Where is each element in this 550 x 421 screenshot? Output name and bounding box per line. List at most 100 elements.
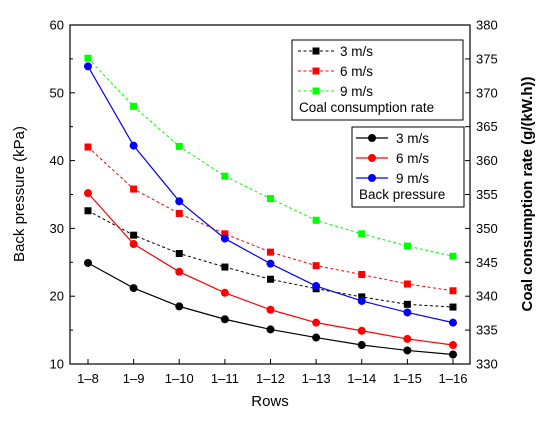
bp-legend-marker (368, 174, 376, 182)
back-pressure-legend: 3 m/s 6 m/s 9 m/s Back pressure (351, 126, 465, 208)
bp-point (449, 341, 457, 350)
left-tick-label: 30 (50, 221, 64, 236)
coal-point (312, 262, 320, 270)
coal-consumption-legend: 3 m/s 6 m/s 9 m/s Coal consumption rate (291, 39, 464, 121)
right-tick-label: 330 (476, 357, 498, 372)
coal-legend-entries: 3 m/s 6 m/s 9 m/s (298, 44, 373, 99)
coal-legend-marker (312, 87, 320, 95)
coal-legend-marker (312, 67, 320, 75)
bp-point (129, 284, 138, 293)
coal-point (130, 185, 138, 193)
coal-point (221, 263, 229, 271)
coal-point (267, 195, 274, 203)
bp-legend-title: Back pressure (359, 187, 445, 202)
bp-point (357, 296, 366, 305)
bp-point (84, 62, 92, 71)
right-tick-label: 340 (476, 289, 498, 304)
right-tick-label: 375 (476, 51, 498, 66)
coal-legend-label: 9 m/s (340, 84, 373, 99)
coal-point (358, 271, 366, 279)
x-axis-title: Rows (251, 393, 289, 410)
bp-point (403, 334, 412, 343)
coal-point (267, 275, 274, 283)
coal-point (358, 293, 366, 301)
coal-line-1 (87, 146, 454, 292)
coal-point (130, 231, 138, 239)
right-tick-label: 360 (476, 153, 498, 168)
bp-legend-label: 6 m/s (396, 151, 429, 166)
coal-point (403, 242, 411, 250)
right-tick-label: 355 (476, 187, 498, 202)
right-tick-label: 370 (476, 85, 498, 100)
coal-point (449, 252, 457, 260)
coal-point (403, 280, 411, 288)
coal-legend-label: 3 m/s (340, 44, 373, 59)
bp-point (84, 189, 92, 198)
x-tick-label: 1–11 (211, 371, 239, 386)
coal-legend-marker (312, 47, 320, 55)
x-tick-label: 1–16 (439, 371, 468, 386)
bp-point (357, 326, 366, 335)
bp-point (175, 197, 184, 206)
coal-legend-box (291, 39, 464, 121)
bp-point (220, 315, 229, 324)
bp-point (403, 308, 412, 317)
x-tick-label: 1–14 (347, 371, 376, 386)
back-pressure-series (84, 62, 457, 359)
bp-legend-label: 3 m/s (396, 131, 429, 146)
left-tick-label: 50 (50, 85, 64, 100)
bp-point (403, 346, 412, 355)
coal-point (449, 287, 457, 295)
x-tick-label: 1–8 (77, 371, 99, 386)
x-axis-tick-labels: 1–8 1–9 1–10 1–11 1–12 1–13 1–14 1–15 1–16 (77, 371, 467, 386)
left-tick-label: 40 (50, 153, 64, 168)
bp-point (449, 350, 457, 359)
bp-point (175, 302, 184, 311)
x-tick-label: 1–15 (393, 371, 422, 386)
bp-legend-label: 9 m/s (396, 171, 429, 186)
right-tick-label: 380 (476, 18, 498, 33)
x-tick-label: 1–9 (123, 371, 145, 386)
bp-point (129, 141, 138, 150)
coal-point (449, 303, 457, 311)
right-axis-tick-labels: 330 335 340 345 350 355 360 365 370 375 380 (476, 18, 498, 372)
right-axis-title: Coal consumption rate (g/(kW.h)) (519, 76, 536, 311)
bp-point (312, 282, 321, 291)
left-tick-label: 10 (50, 357, 64, 372)
bp-legend-marker (368, 154, 376, 162)
bp-point (357, 341, 366, 350)
coal-consumption-series (84, 54, 457, 311)
x-tick-label: 1–13 (302, 371, 331, 386)
coal-point (130, 102, 138, 110)
coal-point (84, 54, 92, 62)
coal-point (221, 230, 229, 238)
x-tick-label: 1–10 (165, 371, 194, 386)
bp-point (449, 318, 457, 327)
bp-line-1 (87, 192, 454, 346)
coal-point (403, 300, 411, 308)
coal-point (221, 172, 229, 180)
coal-point (312, 216, 320, 224)
coal-point (358, 230, 366, 238)
x-tick-label: 1–12 (256, 371, 285, 386)
right-tick-label: 345 (476, 255, 498, 270)
bp-point (312, 333, 321, 342)
left-tick-label: 60 (50, 18, 64, 33)
bp-point (312, 318, 321, 327)
coal-point (84, 143, 92, 151)
bp-point (84, 258, 92, 267)
coal-legend-title: Coal consumption rate (299, 100, 434, 115)
coal-point (84, 207, 92, 215)
left-tick-label: 20 (50, 289, 64, 304)
bp-legend-entries: 3 m/s 6 m/s 9 m/s (356, 131, 429, 186)
coal-line-0 (87, 210, 454, 308)
right-tick-label: 335 (476, 323, 498, 338)
bp-point (266, 325, 275, 334)
left-axis-title: Back pressure (kPa) (11, 126, 28, 262)
coal-point (267, 248, 274, 256)
bp-legend-marker (368, 134, 376, 142)
coal-legend-label: 6 m/s (340, 64, 373, 79)
coal-point (175, 209, 183, 217)
bp-point (266, 305, 275, 314)
